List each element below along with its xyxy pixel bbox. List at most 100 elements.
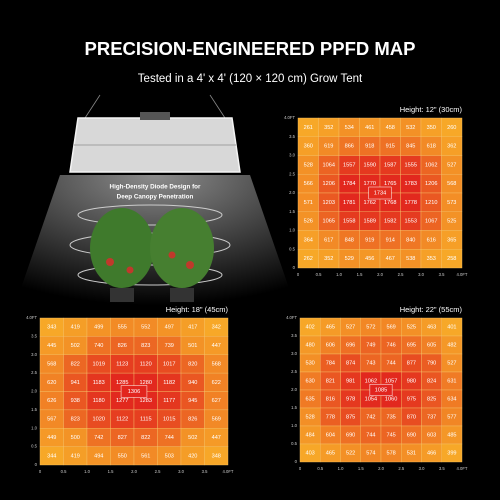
cell-value: 918 — [365, 144, 374, 150]
cell-value: 619 — [324, 144, 333, 150]
cell-value: 875 — [346, 414, 355, 420]
cell-value: 945 — [188, 398, 197, 404]
x-axis-tick: 2.5 — [398, 272, 404, 277]
cell-value: 401 — [447, 324, 456, 330]
cell-value: 627 — [212, 398, 221, 404]
cell-value: 352 — [324, 125, 333, 131]
cell-value: 402 — [305, 324, 314, 330]
y-axis-tick: 2.0 — [289, 190, 295, 195]
cell-value: 1183 — [93, 380, 105, 386]
cell-value: 827 — [118, 435, 127, 441]
x-axis-tick: 0.5 — [316, 272, 322, 277]
cell-value: 568 — [447, 181, 456, 187]
cell-value: 465 — [326, 450, 335, 456]
cell-value: 555 — [118, 325, 127, 331]
cell-value: 981 — [346, 378, 355, 384]
cell-value: 532 — [406, 125, 415, 131]
cell-value: 1180 — [93, 398, 105, 404]
cell-value: 1582 — [384, 219, 396, 225]
cell-value: 735 — [386, 414, 395, 420]
y-axis-tick: 3.5 — [31, 333, 37, 338]
x-axis-tick: 2.5 — [155, 469, 161, 474]
cell-value: 605 — [427, 342, 436, 348]
cell-value: 1015 — [163, 417, 175, 423]
cell-value: 447 — [212, 435, 221, 441]
lamp-caption: High-Density Diode Design for — [110, 184, 202, 191]
x-axis-tick: 3.0 — [178, 469, 184, 474]
cell-value: 745 — [386, 432, 395, 438]
cell-value: 825 — [427, 396, 436, 402]
cell-value: 569 — [386, 324, 395, 330]
cell-value: 417 — [188, 325, 197, 331]
cell-value: 635 — [305, 396, 314, 402]
x-axis-tick: 3.0 — [419, 466, 425, 471]
center-value: 1085 — [375, 387, 387, 393]
y-axis-tick: 2.5 — [291, 369, 297, 374]
cell-value: 1765 — [384, 181, 396, 187]
cell-value: 1783 — [405, 181, 417, 187]
cell-value: 343 — [47, 325, 56, 331]
cell-value: 631 — [447, 378, 456, 384]
cell-value: 618 — [427, 144, 436, 150]
cell-value: 531 — [407, 450, 416, 456]
cell-value: 528 — [305, 414, 314, 420]
cell-value: 940 — [188, 380, 197, 386]
cell-value: 1064 — [323, 162, 335, 168]
cell-value: 1019 — [93, 361, 105, 367]
cell-value: 1557 — [343, 162, 355, 168]
y-axis-tick: 1.5 — [289, 209, 295, 214]
cell-value: 447 — [212, 343, 221, 349]
cell-value: 262 — [304, 256, 313, 262]
cell-value: 823 — [71, 417, 80, 423]
cell-value: 403 — [305, 450, 314, 456]
cell-value: 739 — [165, 343, 174, 349]
cell-value: 1210 — [425, 200, 437, 206]
cell-value: 744 — [366, 432, 375, 438]
cell-value: 485 — [447, 432, 456, 438]
cell-value: 456 — [365, 256, 374, 262]
cell-value: 260 — [447, 125, 456, 131]
x-axis-tick: 0.5 — [61, 469, 67, 474]
cell-value: 577 — [447, 414, 456, 420]
cell-value: 525 — [447, 219, 456, 225]
cell-value: 845 — [406, 144, 415, 150]
y-axis-tick: 4.0FT — [284, 115, 295, 120]
cell-value: 1067 — [425, 219, 437, 225]
cell-value: 568 — [212, 361, 221, 367]
cell-value: 1057 — [385, 378, 397, 384]
cell-value: 550 — [118, 453, 127, 459]
cell-value: 568 — [47, 361, 56, 367]
cell-value: 1017 — [163, 361, 175, 367]
y-axis-tick: 2.5 — [31, 370, 37, 375]
cell-value: 522 — [346, 450, 355, 456]
cell-value: 622 — [212, 380, 221, 386]
cell-value: 342 — [212, 325, 221, 331]
cell-value: 463 — [427, 324, 436, 330]
cell-value: 574 — [366, 450, 375, 456]
x-axis-tick: 2.0 — [131, 469, 137, 474]
cell-value: 821 — [326, 378, 335, 384]
x-axis-tick: 0 — [39, 469, 42, 474]
cell-value: 1122 — [116, 417, 128, 423]
lamp-illustration: High-Density Diode Design for Deep Canop… — [10, 94, 300, 320]
cell-value: 690 — [346, 432, 355, 438]
x-axis-tick: 2.0 — [378, 466, 384, 471]
cell-value: 527 — [447, 360, 456, 366]
x-axis-tick: 1.0 — [84, 469, 90, 474]
cell-value: 572 — [366, 324, 375, 330]
y-axis-tick: 3.0 — [289, 153, 295, 158]
y-axis-tick: 1.5 — [291, 405, 297, 410]
cell-value: 501 — [188, 343, 197, 349]
y-axis-tick: 1.5 — [31, 407, 37, 412]
cell-value: 497 — [165, 325, 174, 331]
cell-value: 617 — [324, 237, 333, 243]
x-axis-tick: 0 — [297, 272, 300, 277]
x-axis-tick: 3.5 — [439, 272, 445, 277]
y-axis-tick: 1.0 — [291, 423, 297, 428]
cell-value: 816 — [326, 396, 335, 402]
y-axis-tick: 2.5 — [289, 171, 295, 176]
y-axis-tick: 1.0 — [289, 228, 295, 233]
cell-value: 1589 — [364, 219, 376, 225]
cell-value: 499 — [94, 325, 103, 331]
